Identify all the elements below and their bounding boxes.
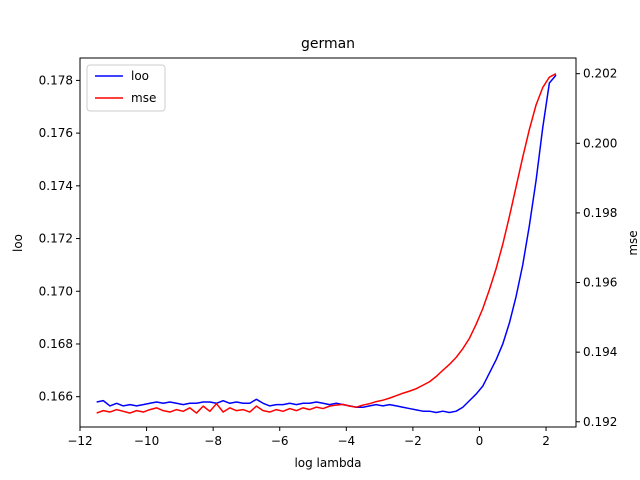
left-y-axis-label: loo xyxy=(11,234,25,252)
left-y-tick-label: 0.168 xyxy=(39,337,73,351)
series-layer xyxy=(96,73,557,414)
legend-label-loo: loo xyxy=(131,69,149,83)
x-tick-label: −10 xyxy=(134,434,159,448)
x-tick-label: 0 xyxy=(476,434,484,448)
left-y-tick-label: 0.166 xyxy=(39,390,73,404)
series-line-mse xyxy=(96,73,557,414)
left-y-axis: 0.166 0.168 0.170 0.172 0.174 0.176 0.178 xyxy=(39,73,80,404)
legend: loo mse xyxy=(86,64,166,112)
plot-frame xyxy=(79,57,577,428)
chart-title: german xyxy=(301,36,355,52)
right-y-axis-label: mse xyxy=(626,230,640,255)
x-tick-label: 2 xyxy=(542,434,550,448)
right-y-tick-label: 0.196 xyxy=(583,276,617,290)
x-tick-label: −12 xyxy=(67,434,92,448)
right-y-tick-label: 0.194 xyxy=(583,345,617,359)
plot-background xyxy=(80,58,576,427)
legend-label-mse: mse xyxy=(131,91,156,105)
left-y-tick-label: 0.176 xyxy=(39,126,73,140)
x-tick-label: −8 xyxy=(204,434,222,448)
right-y-tick-label: 0.202 xyxy=(583,67,617,81)
x-tick-label: −4 xyxy=(337,434,355,448)
x-axis: −12 −10 −8 −6 −4 −2 0 2 xyxy=(67,427,550,448)
x-axis-label: log lambda xyxy=(294,456,361,470)
right-y-tick-label: 0.192 xyxy=(583,415,617,429)
right-y-tick-label: 0.198 xyxy=(583,206,617,220)
left-y-tick-label: 0.170 xyxy=(39,284,73,298)
plot-area xyxy=(79,57,577,428)
right-y-tick-label: 0.200 xyxy=(583,136,617,150)
left-y-tick-label: 0.172 xyxy=(39,232,73,246)
series-line-loo xyxy=(96,74,557,414)
right-y-axis: 0.192 0.194 0.196 0.198 0.200 0.202 xyxy=(576,67,617,429)
x-tick-label: −6 xyxy=(271,434,289,448)
left-y-tick-label: 0.174 xyxy=(39,179,73,193)
x-tick-label: −2 xyxy=(404,434,422,448)
left-y-tick-label: 0.178 xyxy=(39,73,73,87)
